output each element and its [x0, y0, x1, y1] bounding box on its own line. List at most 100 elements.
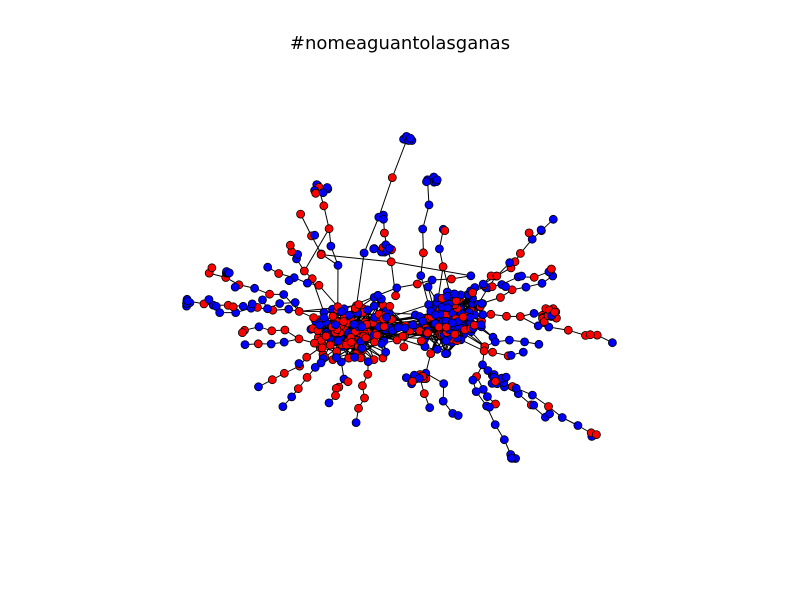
graph-node-red: [495, 293, 505, 302]
graph-node-red: [274, 269, 284, 278]
graph-node-blue: [279, 337, 289, 347]
graph-node-red: [309, 338, 319, 348]
graph-node-blue: [377, 339, 387, 349]
graph-node-blue: [608, 338, 617, 348]
graph-node-blue: [250, 283, 260, 293]
graph-node-blue: [373, 290, 383, 300]
graph-node-blue: [427, 275, 437, 285]
graph-node-blue: [363, 305, 372, 315]
graph-node-blue: [266, 339, 276, 349]
graph-edge: [303, 228, 330, 272]
graph-node-red: [379, 228, 389, 238]
graph-node-red: [361, 333, 371, 343]
graph-node-blue: [533, 321, 543, 331]
graph-node-blue: [363, 357, 373, 367]
graph-node-red: [299, 266, 309, 276]
graph-node-blue: [406, 133, 415, 143]
graph-node-blue: [357, 343, 367, 353]
graph-node-blue: [432, 175, 442, 185]
graph-node-red: [360, 393, 369, 403]
graph-node-red: [319, 201, 329, 211]
graph-node-red: [363, 369, 373, 379]
graph-node-red: [328, 311, 338, 321]
graph-node-blue: [316, 358, 326, 368]
graph-node-blue: [359, 248, 369, 258]
graph-node-red: [544, 402, 553, 411]
graph-node-red: [423, 328, 432, 338]
graph-edge: [391, 139, 408, 178]
graph-node-blue: [450, 289, 459, 299]
graph-node-blue: [528, 390, 537, 400]
graph-node-blue: [545, 409, 554, 419]
graph-node-blue: [447, 318, 457, 328]
graph-node-blue: [506, 453, 516, 463]
graph-node-blue: [302, 278, 312, 288]
graph-node-red: [267, 326, 277, 336]
graph-node-blue: [310, 362, 320, 372]
graph-node-red: [450, 329, 460, 339]
graph-node-blue: [385, 243, 394, 253]
graph-node-blue: [278, 402, 288, 412]
graph-node-blue: [536, 225, 546, 235]
graph-node-blue: [425, 403, 435, 413]
graph-node-blue: [557, 413, 567, 422]
graph-node-red: [346, 337, 356, 347]
graph-node-red: [438, 262, 448, 272]
graph-node-red: [285, 240, 295, 250]
graph-node-blue: [529, 400, 539, 410]
graph-node-blue: [441, 349, 450, 359]
graph-node-blue: [471, 387, 481, 397]
graph-node-red: [399, 342, 409, 352]
graph-node-blue: [423, 282, 433, 292]
graph-node-blue: [573, 421, 583, 430]
graph-node-blue: [310, 230, 320, 240]
graph-node-red: [592, 430, 601, 440]
graph-node-blue: [438, 396, 448, 406]
graph-node-red: [296, 209, 306, 219]
graph-node-red: [446, 274, 456, 284]
graph-node-red: [354, 300, 364, 310]
graph-node-blue: [432, 344, 442, 354]
graph-node-blue: [290, 298, 300, 307]
graph-node-blue: [263, 262, 273, 272]
graph-node-blue: [331, 353, 341, 362]
graph-node-blue: [418, 224, 428, 234]
graph-node-red: [379, 322, 389, 332]
graph-node-red: [585, 330, 595, 340]
graph-node-red: [302, 352, 312, 362]
graph-node-blue: [478, 279, 488, 289]
graph-node-red: [408, 376, 417, 386]
graph-node-red: [492, 271, 502, 281]
graph-node-red: [354, 403, 363, 413]
graph-node-blue: [434, 244, 444, 254]
graph-node-blue: [333, 336, 343, 346]
graph-edge: [318, 284, 339, 308]
graph-node-blue: [501, 372, 511, 382]
graph-edge: [420, 275, 430, 305]
graph-node-blue: [247, 299, 257, 309]
graph-node-red: [398, 331, 408, 341]
graph-node-blue: [258, 295, 267, 305]
graph-node-red: [391, 291, 401, 301]
graph-node-red: [419, 389, 429, 399]
graph-node-blue: [476, 320, 486, 330]
graph-node-red: [468, 288, 478, 298]
graph-node-blue: [350, 352, 360, 362]
graph-edge: [378, 177, 393, 218]
graph-node-red: [324, 224, 334, 234]
figure-title: #nomeaguantolasganas: [289, 33, 511, 54]
graph-node-blue: [439, 379, 449, 389]
graph-node-blue: [294, 359, 304, 368]
graph-node-blue: [275, 299, 285, 308]
graph-node-red: [294, 306, 304, 316]
graph-node-red: [339, 317, 348, 327]
graph-node-blue: [534, 339, 544, 349]
graph-node-blue: [349, 319, 359, 329]
graph-node-blue: [315, 320, 325, 330]
graph-node-blue: [344, 310, 354, 320]
graph-node-blue: [537, 278, 547, 288]
graph-edge: [391, 261, 471, 277]
graph-node-red: [547, 264, 556, 274]
graph-node-blue: [520, 337, 529, 347]
graph-node-blue: [477, 299, 486, 308]
